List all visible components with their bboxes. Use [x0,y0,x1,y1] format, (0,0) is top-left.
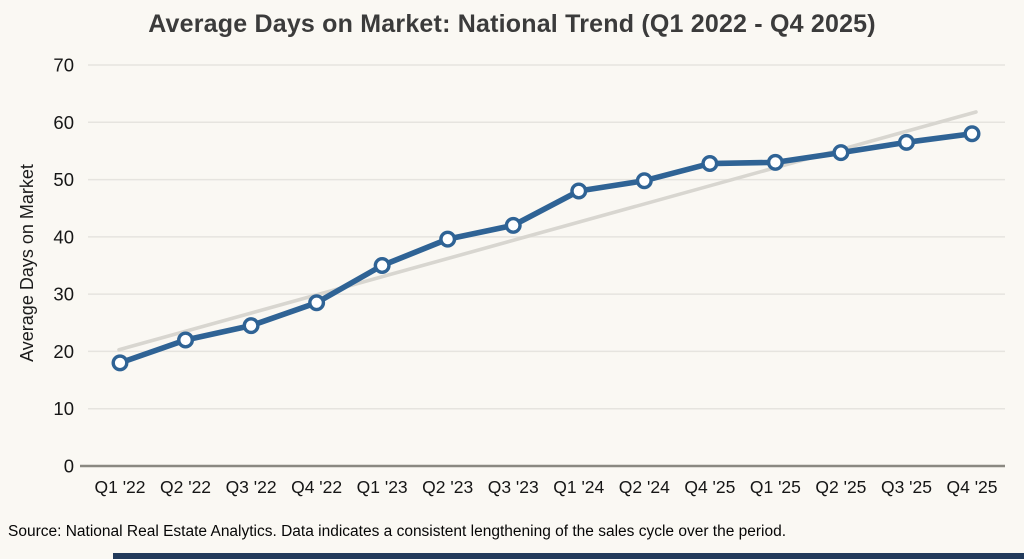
data-point-marker [897,133,915,151]
data-point-marker [373,257,391,275]
x-tick-label: Q4 '22 [291,477,342,497]
data-point-marker [963,125,981,143]
y-tick-label: 40 [53,226,74,247]
x-tick-label: Q2 '24 [619,477,670,497]
x-tick-label: Q1 '24 [553,477,604,497]
x-tick-label: Q2 '23 [422,477,473,497]
y-tick-label: 60 [53,112,74,133]
data-point-marker [177,331,195,349]
x-tick-label: Q2 '22 [160,477,211,497]
y-tick-label: 70 [53,55,74,76]
data-point-marker [111,354,129,372]
data-point-marker [504,216,522,234]
y-tick-label: 50 [53,169,74,190]
y-tick-label: 10 [53,398,74,419]
chart-title: Average Days on Market: National Trend (… [148,10,876,38]
x-tick-label: Q2 '25 [815,477,866,497]
x-tick-label: Q1 '25 [750,477,801,497]
data-point-marker [308,294,326,312]
data-point-marker [439,230,457,248]
data-point-marker [635,172,653,190]
x-tick-label: Q4 '25 [946,477,997,497]
data-series-line [117,130,975,366]
x-tick-label: Q1 '22 [94,477,145,497]
data-point-marker [766,153,784,171]
x-tick-label: Q3 '25 [881,477,932,497]
line-chart-plot-area: 0 10 20 30 40 50 60 70 Q1 '22 Q2 '22 Q3 '22 Q4 '22 Q… [53,55,1005,497]
bottom-navy-bar [113,553,1024,559]
data-point-marker [832,144,850,162]
x-tick-label: Q3 '23 [488,477,539,497]
x-tick-label: Q4 '25 [684,477,735,497]
source-note: Source: National Real Estate Analytics. … [8,523,787,540]
y-tick-label: 0 [64,456,74,477]
y-tick-label: 30 [53,284,74,305]
x-tick-label: Q1 '23 [357,477,408,497]
data-point-marker [701,155,719,173]
y-tick-label: 20 [53,341,74,362]
x-tick-label: Q3 '22 [226,477,277,497]
data-point-marker [570,182,588,200]
data-point-marker [242,317,260,335]
